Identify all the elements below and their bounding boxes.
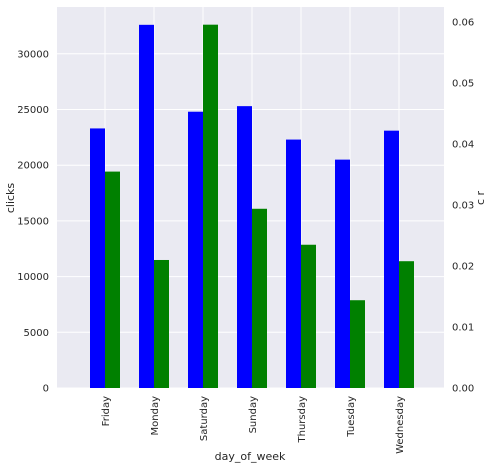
x-tick-label: Wednesday: [395, 396, 406, 454]
y-tick-label-left: 5000: [24, 328, 49, 339]
x-ticks: Friday Monday Saturday Sunday Thursday Tuesda…: [101, 396, 406, 454]
left-y-ticks: 0 5000 10000 15000 20000 25000 30000: [17, 49, 49, 394]
y-tick-label-left: 25000: [17, 105, 49, 116]
x-tick-label: Sunday: [248, 396, 259, 433]
y-tick-label-left: 20000: [17, 161, 49, 172]
bar-cr: [105, 171, 120, 388]
bar-clicks: [384, 130, 399, 388]
x-tick-label: Tuesday: [346, 396, 357, 438]
y-tick-label-left: 30000: [17, 49, 49, 60]
x-tick-label: Saturday: [199, 396, 210, 441]
bar-clicks: [237, 106, 252, 389]
y-axis-label-right: c r: [474, 190, 487, 205]
right-y-ticks: 0.00 0.01 0.02 0.03 0.04 0.05 0.06: [452, 18, 474, 395]
y-tick-label-left: 0: [43, 384, 49, 395]
y-tick-label-right: 0.00: [452, 384, 474, 395]
x-axis-label: day_of_week: [215, 450, 286, 463]
y-tick-label-right: 0.03: [452, 201, 474, 212]
bar-clicks: [286, 139, 301, 388]
y-tick-label-right: 0.01: [452, 323, 474, 334]
clicks-bars: [90, 24, 399, 389]
bar-cr: [252, 208, 267, 388]
x-tick-label: Thursday: [297, 396, 308, 444]
y-tick-label-right: 0.06: [452, 18, 474, 29]
y-tick-label-left: 10000: [17, 272, 49, 283]
bar-cr: [350, 300, 365, 388]
y-tick-label-left: 15000: [17, 216, 49, 227]
y-tick-label-right: 0.05: [452, 79, 474, 90]
bar-clicks: [335, 159, 350, 388]
bar-clicks: [139, 24, 154, 389]
bar-cr: [154, 259, 169, 388]
bar-cr: [399, 261, 414, 388]
x-tick-label: Monday: [150, 396, 161, 436]
bar-clicks: [188, 111, 203, 388]
bar-cr: [203, 24, 218, 388]
bar-clicks: [90, 128, 105, 389]
bar-cr: [301, 244, 316, 388]
cr-bars: [105, 24, 414, 388]
y-tick-label-right: 0.02: [452, 262, 474, 273]
y-axis-label-left: clicks: [4, 183, 17, 214]
x-tick-label: Friday: [101, 396, 112, 426]
y-tick-label-right: 0.04: [452, 140, 474, 151]
